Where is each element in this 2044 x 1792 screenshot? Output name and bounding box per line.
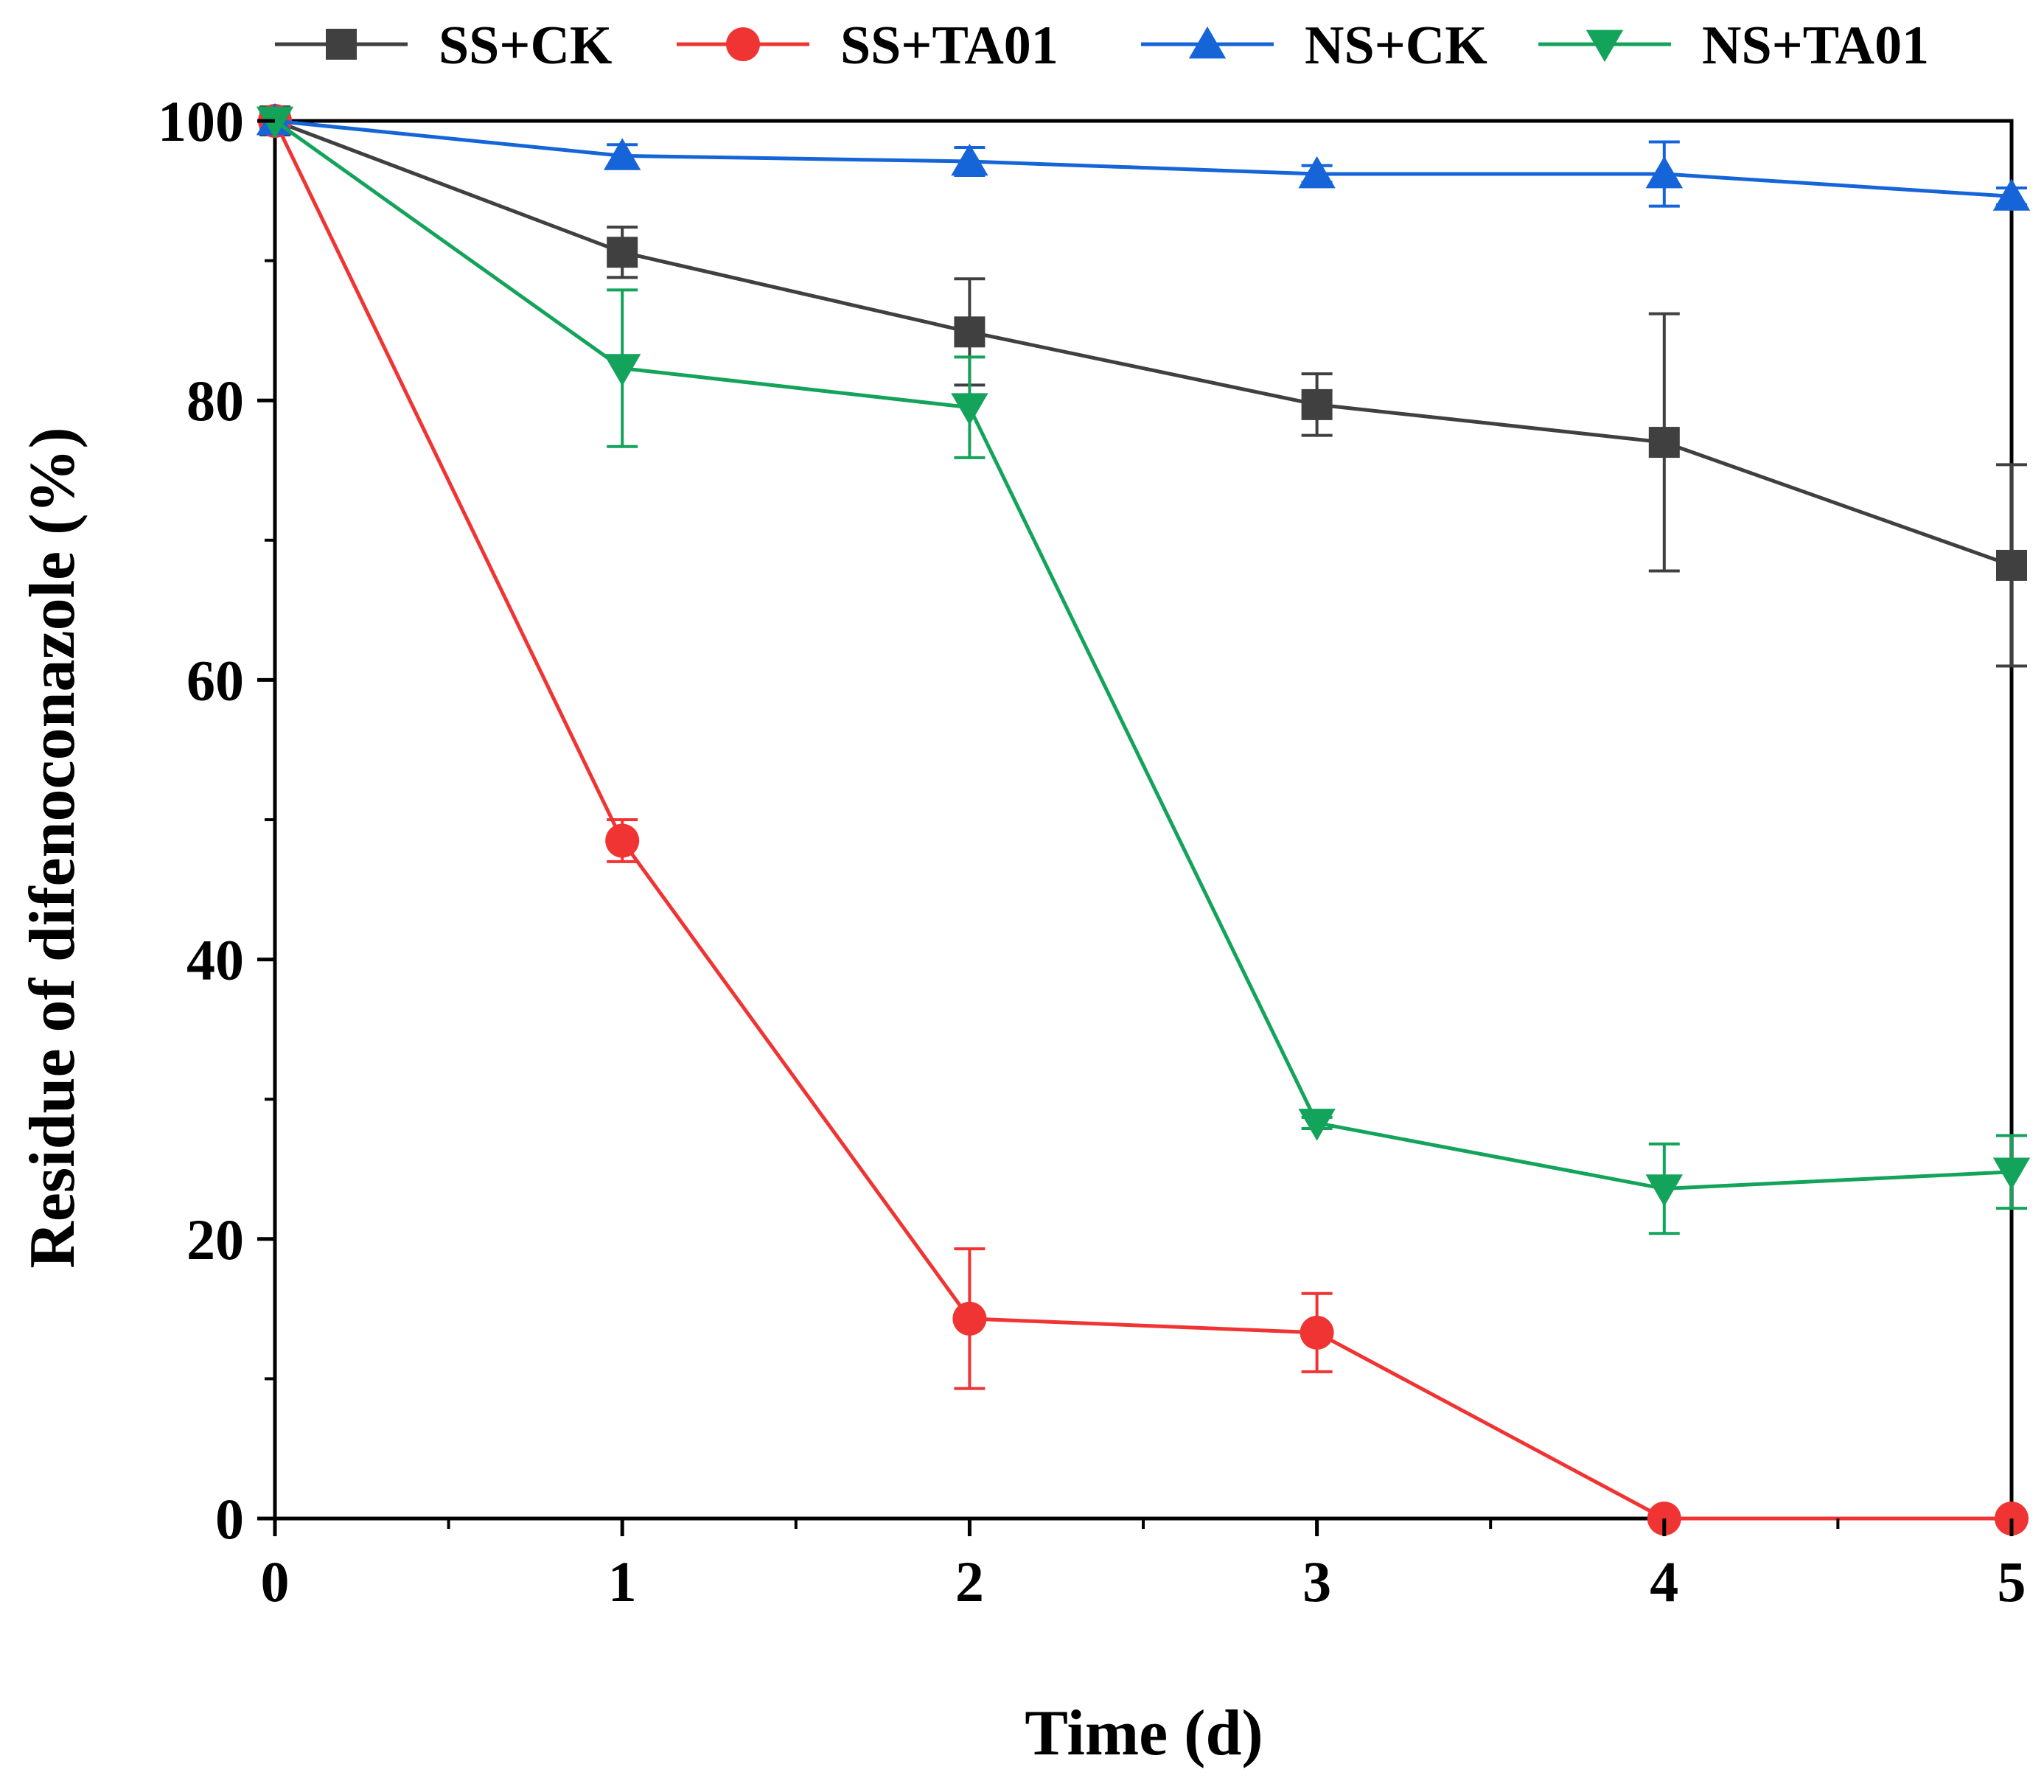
legend-label: NS+CK	[1305, 15, 1487, 76]
legend-label: SS+TA01	[840, 15, 1058, 76]
legend-marker	[1586, 29, 1624, 63]
x-tick-label: 1	[608, 1549, 637, 1614]
x-tick-label: 5	[1998, 1549, 2026, 1614]
data-point	[1298, 1109, 1336, 1141]
series-line	[274, 119, 2012, 568]
data-point	[1300, 1315, 1334, 1350]
data-point	[1645, 156, 1683, 189]
legend-item: SS+TA01	[677, 15, 1058, 76]
plot-area	[273, 119, 2014, 1521]
legend-item: NS+TA01	[1538, 15, 1929, 76]
x-tick-label: 3	[1302, 1549, 1331, 1614]
series-ss-ta01	[258, 104, 2029, 1535]
legend-label: SS+CK	[439, 15, 612, 76]
x-tick-label: 2	[955, 1549, 984, 1614]
y-tick-label: 40	[186, 928, 244, 992]
axes: 0 1 2 3 4 5 0 20 40 60 80 100	[158, 89, 2026, 1614]
x-tick-label: 0	[261, 1549, 290, 1614]
plot-frame	[273, 119, 2014, 1521]
legend-marker	[1188, 26, 1227, 59]
legend-item: NS+CK	[1141, 15, 1487, 76]
data-point	[952, 1301, 987, 1336]
data-point	[1992, 178, 2031, 211]
data-point	[604, 138, 641, 170]
series-ss-ck	[259, 105, 2027, 668]
data-point	[605, 823, 640, 858]
data-point	[951, 393, 988, 425]
data-point	[607, 237, 638, 268]
data-point	[1298, 156, 1336, 189]
series-line	[274, 119, 2012, 198]
series-line	[273, 119, 2012, 1521]
data-point	[604, 354, 641, 386]
series-ns-ta01	[256, 106, 2031, 1235]
data-point	[954, 316, 986, 348]
series-layer	[256, 102, 2031, 1535]
series-line	[273, 119, 2012, 1191]
data-point	[1648, 427, 1680, 459]
legend-item: SS+CK	[275, 15, 612, 76]
legend-marker	[726, 27, 760, 61]
data-point	[1645, 1174, 1683, 1207]
x-axis-title: Time (d)	[1025, 1698, 1263, 1769]
x-tick-label: 4	[1650, 1549, 1678, 1614]
data-point	[1301, 388, 1333, 420]
y-tick-label: 0	[215, 1487, 244, 1551]
y-axis-title: Residue of difenoconazole (%)	[17, 427, 88, 1268]
y-tick-label: 80	[186, 369, 244, 433]
data-point	[1996, 549, 2027, 581]
y-tick-label: 100	[158, 89, 244, 153]
legend: SS+CK SS+TA01 NS+CK NS+TA01	[275, 15, 1929, 76]
y-tick-label: 60	[186, 648, 244, 712]
legend-marker	[326, 29, 357, 60]
legend-label: NS+TA01	[1702, 15, 1929, 76]
data-point	[1992, 1157, 2031, 1190]
y-tick-label: 20	[186, 1207, 244, 1272]
series-ns-ck	[256, 102, 2031, 211]
data-point	[951, 143, 988, 176]
